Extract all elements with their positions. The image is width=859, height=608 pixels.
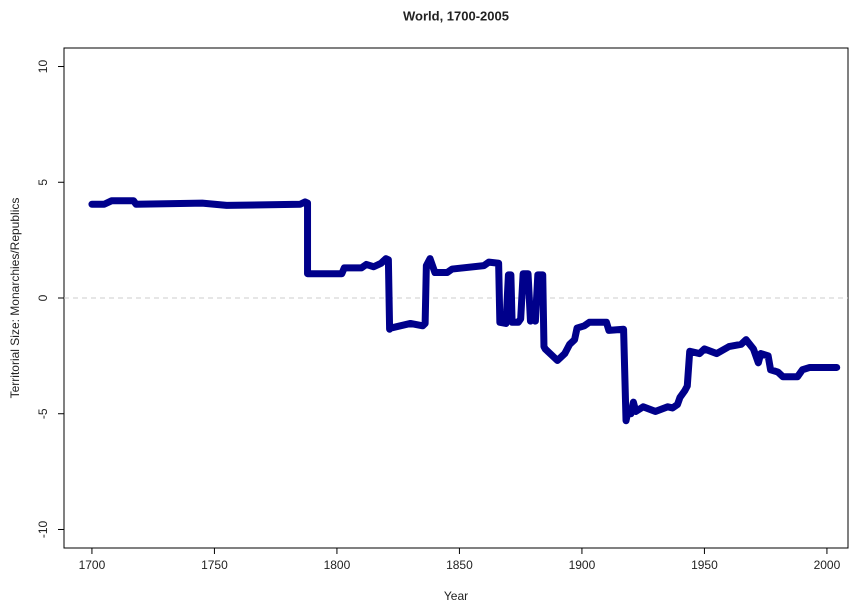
- x-tick-label: 1900: [569, 558, 596, 572]
- x-tick-label: 1950: [691, 558, 718, 572]
- chart-title: World, 1700-2005: [403, 8, 509, 23]
- data-line: [88, 197, 841, 425]
- x-tick-label: 1800: [324, 558, 351, 572]
- y-tick-label: -10: [36, 520, 50, 538]
- x-tick-label: 2000: [814, 558, 841, 572]
- x-axis-label: Year: [444, 589, 468, 603]
- x-tick-label: 1750: [201, 558, 228, 572]
- x-tick-label: 1850: [446, 558, 473, 572]
- y-tick-label: 10: [36, 60, 50, 74]
- y-tick-label: -5: [36, 408, 50, 419]
- x-tick-label: 1700: [79, 558, 106, 572]
- y-tick-label: 0: [36, 294, 50, 301]
- y-axis-label: Territorial Size: Monarchies/Republics: [8, 198, 22, 399]
- y-tick-label: 5: [36, 179, 50, 186]
